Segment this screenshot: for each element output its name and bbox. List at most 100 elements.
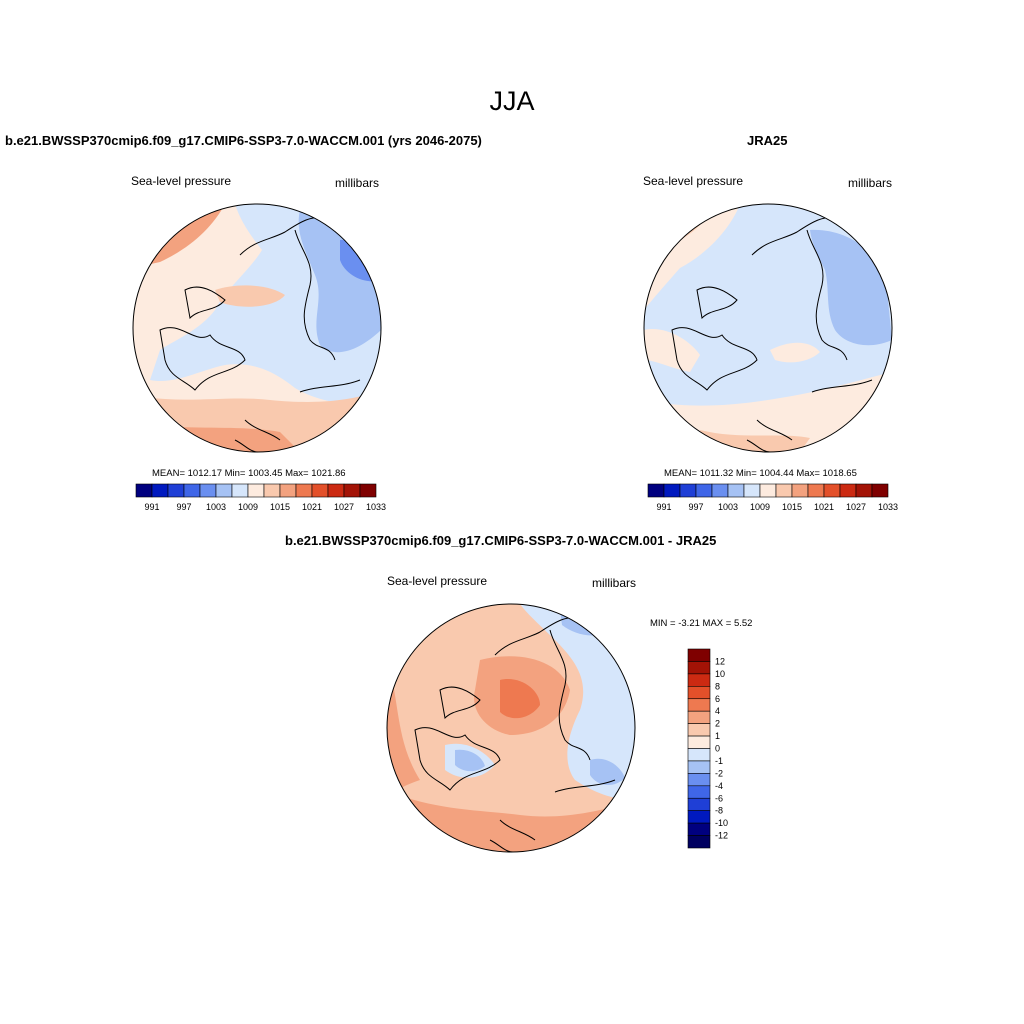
diff-colorbar-box <box>687 835 711 849</box>
model-colorbar-box <box>343 483 361 498</box>
obs-colorbar-label: 1009 <box>750 502 770 512</box>
figure-title: JJA <box>489 86 535 116</box>
diff-colorbar-box <box>687 723 711 737</box>
model-colorbar-box <box>359 483 377 498</box>
obs-colorbar-label: 1027 <box>846 502 866 512</box>
diff-colorbar-box <box>687 797 711 811</box>
diff-panel-title: b.e21.BWSSP370cmip6.f09_g17.CMIP6-SSP3-7… <box>285 533 717 548</box>
model-colorbar-box <box>327 483 345 498</box>
model-colorbar-label: 1033 <box>366 502 386 512</box>
model-colorbar-box <box>183 483 201 498</box>
model-colorbar-label: 1015 <box>270 502 290 512</box>
diff-colorbar-label: -10 <box>715 818 728 828</box>
diff-colorbar-label: 4 <box>715 706 720 716</box>
model-colorbar-box <box>295 483 313 498</box>
model-colorbar-box <box>199 483 217 498</box>
diff-colorbar-box <box>687 673 711 687</box>
model-polar-map <box>132 203 382 453</box>
diff-colorbar-label: 1 <box>715 731 720 741</box>
model-colorbar-box <box>311 483 329 498</box>
obs-colorbar-label: 991 <box>656 502 671 512</box>
diff-units-label: millibars <box>592 576 637 590</box>
obs-colorbar-box <box>647 483 665 498</box>
model-colorbar-box <box>167 483 185 498</box>
obs-colorbar-label: 997 <box>688 502 703 512</box>
obs-colorbar-box <box>775 483 793 498</box>
diff-colorbar-box <box>687 661 711 675</box>
obs-colorbar-box <box>695 483 713 498</box>
model-colorbar-label: 997 <box>176 502 191 512</box>
model-map-border <box>132 203 382 453</box>
obs-colorbar-label: 1033 <box>878 502 898 512</box>
diff-colorbar-label: 10 <box>715 669 725 679</box>
diff-field-contours <box>387 604 635 852</box>
diff-colorbar-label: 12 <box>715 656 725 666</box>
diff-stats: MIN = -3.21 MAX = 5.52 <box>650 618 753 629</box>
diff-colorbar-box <box>687 810 711 824</box>
model-colorbar-box <box>215 483 233 498</box>
diff-colorbar-box <box>687 785 711 799</box>
model-colorbar-label: 1009 <box>238 502 258 512</box>
model-field-contours <box>133 204 381 452</box>
model-colorbar-box <box>247 483 265 498</box>
obs-colorbar-box <box>791 483 809 498</box>
diff-colorbar-label: -1 <box>715 756 723 766</box>
model-panel-title: b.e21.BWSSP370cmip6.f09_g17.CMIP6-SSP3-7… <box>5 133 482 148</box>
diff-colorbar-label: 8 <box>715 681 720 691</box>
model-colorbar-box <box>151 483 169 498</box>
diff-colorbar-label: 0 <box>715 744 720 754</box>
model-colorbar: 991 997 1003 1009 1015 1021 1027 1033 <box>135 483 386 512</box>
diff-colorbar-box <box>687 710 711 724</box>
obs-colorbar-label: 1003 <box>718 502 738 512</box>
diff-colorbar-box <box>687 735 711 749</box>
obs-colorbar-box <box>711 483 729 498</box>
model-coastlines <box>159 216 361 452</box>
obs-colorbar-label: 1021 <box>814 502 834 512</box>
obs-coastlines <box>671 216 873 452</box>
obs-field-contours <box>644 204 892 452</box>
diff-colorbar-box <box>687 822 711 836</box>
diff-variable-label: Sea-level pressure <box>387 574 488 588</box>
model-colorbar-box <box>263 483 281 498</box>
obs-panel-title: JRA25 <box>747 133 788 148</box>
obs-colorbar-box <box>679 483 697 498</box>
diff-colorbar-box <box>687 698 711 712</box>
diff-colorbar-box <box>687 760 711 774</box>
obs-stats: MEAN= 1011.32 Min= 1004.44 Max= 1018.65 <box>664 468 857 479</box>
obs-colorbar-box <box>727 483 745 498</box>
obs-colorbar-box <box>743 483 761 498</box>
diff-colorbar-label: -12 <box>715 831 728 841</box>
diff-colorbar-label: -4 <box>715 781 723 791</box>
model-colorbar-label: 991 <box>144 502 159 512</box>
diff-colorbar-label: -8 <box>715 806 723 816</box>
diff-colorbar-label: -6 <box>715 793 723 803</box>
obs-polar-map <box>643 203 893 453</box>
model-colorbar-label: 1027 <box>334 502 354 512</box>
model-colorbar-box <box>135 483 153 498</box>
diff-map-border <box>386 603 636 853</box>
diff-colorbar-label: 6 <box>715 694 720 704</box>
obs-variable-label: Sea-level pressure <box>643 174 744 188</box>
obs-colorbar-box <box>855 483 873 498</box>
obs-colorbar-box <box>871 483 889 498</box>
diff-colorbar-box <box>687 773 711 787</box>
model-colorbar-label: 1003 <box>206 502 226 512</box>
diff-colorbar-label: 2 <box>715 719 720 729</box>
diff-polar-map <box>386 603 636 853</box>
obs-units-label: millibars <box>848 176 893 190</box>
model-variable-label: Sea-level pressure <box>131 174 232 188</box>
obs-colorbar-box <box>759 483 777 498</box>
obs-colorbar-box <box>823 483 841 498</box>
obs-colorbar-box <box>663 483 681 498</box>
obs-colorbar-box <box>839 483 857 498</box>
diff-colorbar-box <box>687 748 711 762</box>
model-colorbar-box <box>279 483 297 498</box>
obs-colorbar-label: 1015 <box>782 502 802 512</box>
model-units-label: millibars <box>335 176 380 190</box>
obs-colorbar: 991 997 1003 1009 1015 1021 1027 1033 <box>647 483 898 512</box>
diff-colorbar-box <box>687 686 711 700</box>
model-colorbar-label: 1021 <box>302 502 322 512</box>
model-colorbar-box <box>231 483 249 498</box>
